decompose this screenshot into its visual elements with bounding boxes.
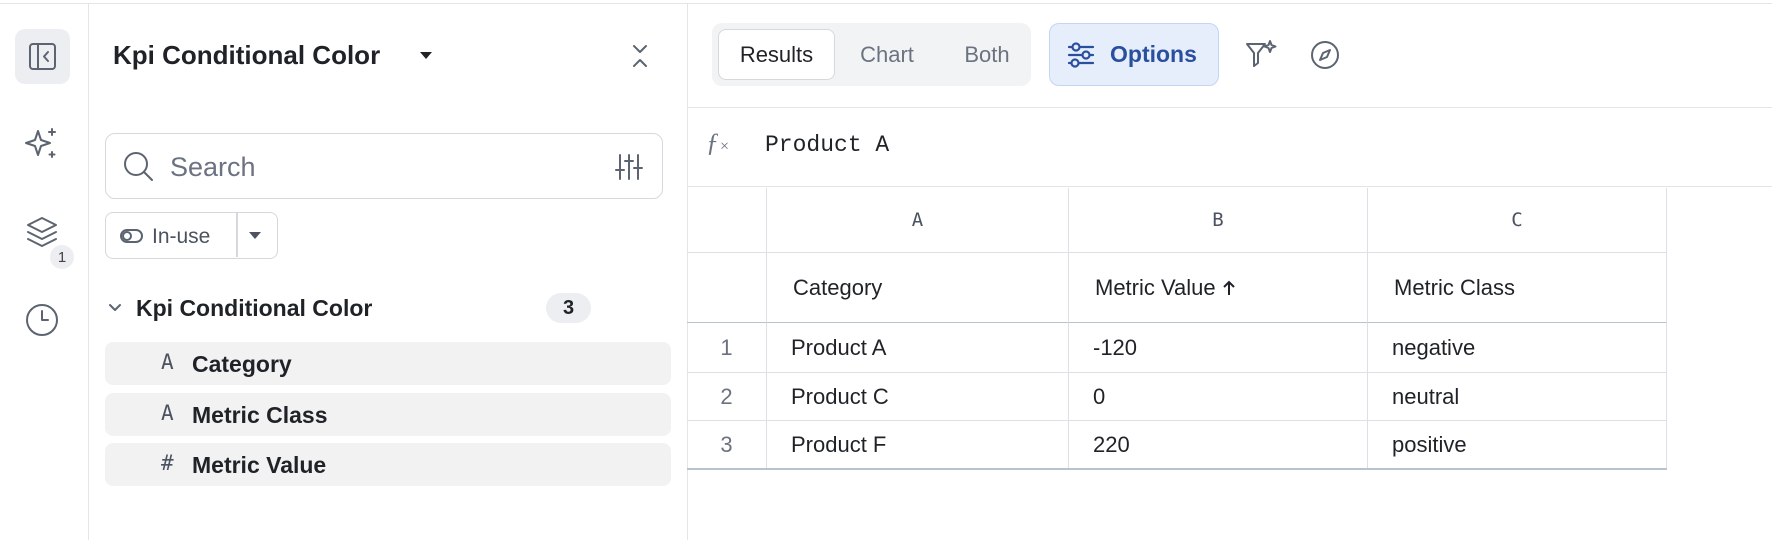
- table-cell[interactable]: Product F: [767, 421, 1069, 469]
- corner-cell: [687, 188, 767, 253]
- row-index: 2: [687, 373, 767, 421]
- panel-title[interactable]: Kpi Conditional Color: [113, 40, 381, 70]
- table-cell[interactable]: Product C: [767, 373, 1069, 421]
- table-cell[interactable]: negative: [1368, 323, 1667, 373]
- ai-filter-icon[interactable]: [1244, 38, 1278, 72]
- column-letter[interactable]: C: [1368, 188, 1667, 253]
- formula-border: [688, 186, 1772, 187]
- group-name[interactable]: Kpi Conditional Color: [136, 295, 373, 321]
- in-use-filter[interactable]: In-use: [105, 212, 278, 259]
- view-tab[interactable]: Both: [964, 41, 1010, 67]
- group-chevron[interactable]: [107, 300, 123, 316]
- header-label: Category: [793, 274, 883, 300]
- field-name: Category: [192, 351, 292, 377]
- view-tab[interactable]: Results: [718, 29, 835, 80]
- toolbar-border: [688, 107, 1772, 108]
- field-item[interactable]: A Category: [105, 342, 671, 385]
- field-name: Metric Class: [192, 402, 328, 428]
- column-letter[interactable]: B: [1069, 188, 1368, 253]
- sort-asc-icon[interactable]: [1222, 279, 1236, 297]
- column-header[interactable]: Category: [767, 253, 1069, 323]
- explore-icon[interactable]: [1308, 38, 1342, 72]
- field-item[interactable]: A Metric Class: [105, 393, 671, 436]
- table-bottom-border: [687, 468, 1667, 470]
- layers-icon[interactable]: [24, 214, 60, 250]
- search-box[interactable]: Search: [105, 133, 663, 199]
- group-count: 3: [546, 293, 591, 323]
- ai-icon[interactable]: [24, 126, 60, 162]
- filter-divider: [236, 213, 238, 257]
- filter-label: In-use: [152, 225, 211, 248]
- collapse-icon[interactable]: [630, 42, 650, 70]
- row-index: 1: [687, 323, 767, 373]
- row-index: 3: [687, 421, 767, 469]
- table-cell[interactable]: 220: [1069, 421, 1368, 469]
- field-name: Metric Value: [192, 452, 327, 478]
- sidebar-toggle[interactable]: [15, 29, 70, 84]
- table-cell[interactable]: neutral: [1368, 373, 1667, 421]
- layers-badge: 1: [50, 245, 74, 269]
- column-header[interactable]: Metric Value: [1069, 253, 1368, 323]
- title-caret[interactable]: [418, 48, 434, 62]
- fx-icon: ƒ×: [706, 128, 730, 157]
- header-label: Metric Class: [1394, 274, 1516, 300]
- history-icon[interactable]: [24, 302, 60, 338]
- search-placeholder: Search: [170, 152, 256, 182]
- formula-value[interactable]: Product A: [765, 132, 890, 158]
- table-cell[interactable]: -120: [1069, 323, 1368, 373]
- column-letter[interactable]: A: [767, 188, 1069, 253]
- field-type-icon: A: [161, 401, 174, 425]
- top-border: [0, 3, 1772, 4]
- rail-divider: [88, 4, 89, 540]
- field-type-icon: A: [161, 350, 174, 374]
- header-label: Metric Value: [1095, 274, 1216, 300]
- corner-cell: [687, 253, 767, 323]
- field-type-icon: #: [161, 451, 174, 475]
- table-cell[interactable]: 0: [1069, 373, 1368, 421]
- column-header[interactable]: Metric Class: [1368, 253, 1667, 323]
- panel-divider: [687, 4, 688, 540]
- table-cell[interactable]: positive: [1368, 421, 1667, 469]
- options-label: Options: [1110, 41, 1197, 67]
- table-cell[interactable]: Product A: [767, 323, 1069, 373]
- view-tab[interactable]: Chart: [860, 41, 914, 67]
- field-item[interactable]: # Metric Value: [105, 443, 671, 486]
- options-button[interactable]: Options: [1049, 23, 1219, 86]
